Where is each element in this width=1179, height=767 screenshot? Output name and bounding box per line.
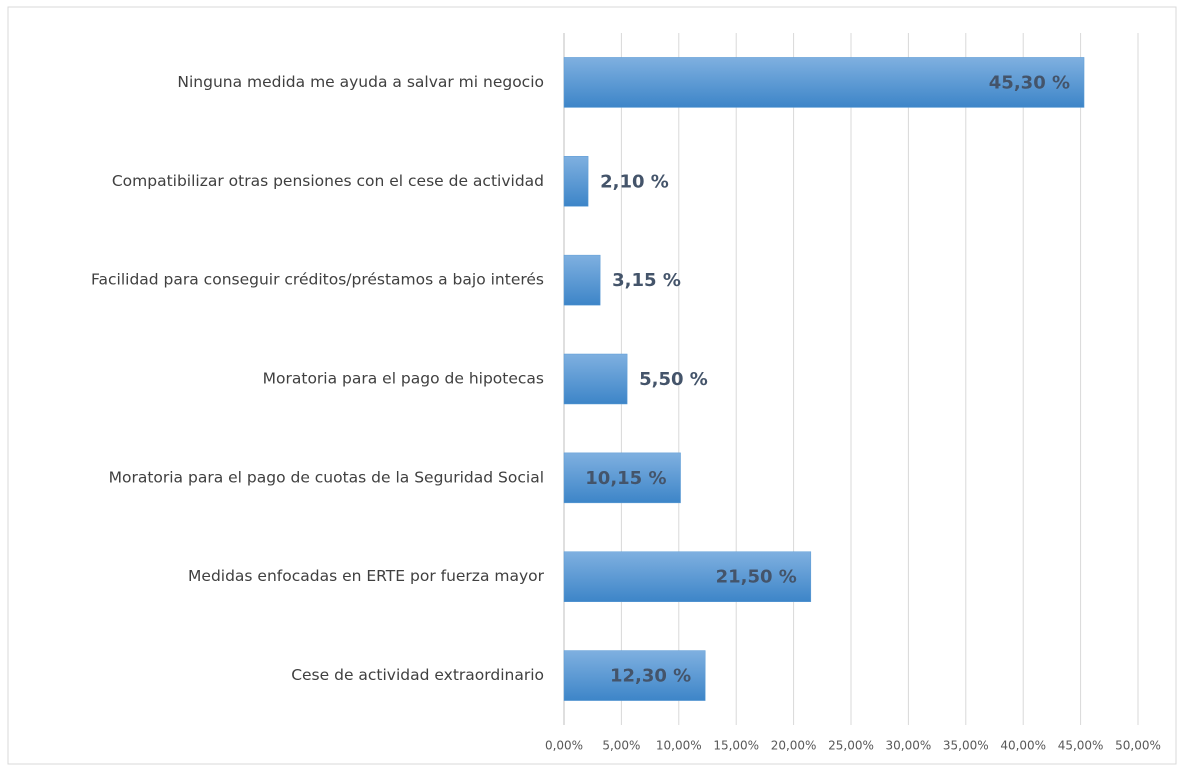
value-label: 10,15 % xyxy=(585,468,666,489)
x-tick-label: 10,00% xyxy=(656,739,702,753)
bar xyxy=(563,452,681,504)
x-tick-label: 15,00% xyxy=(713,739,759,753)
bar xyxy=(563,650,706,701)
x-tick-label: 0,00% xyxy=(545,739,583,753)
x-tick-label: 25,00% xyxy=(828,739,874,753)
y-tick-label: Moratoria para el pago de cuotas de la S… xyxy=(109,468,544,486)
value-label: 2,10 % xyxy=(600,171,669,192)
y-tick-label: Ninguna medida me ayuda a salvar mi nego… xyxy=(177,73,544,91)
value-label: 21,50 % xyxy=(716,567,797,588)
x-tick-label: 20,00% xyxy=(771,739,817,753)
y-tick-label: Facilidad para conseguir créditos/présta… xyxy=(91,271,544,289)
value-label: 45,30 % xyxy=(989,72,1070,93)
y-tick-label: Moratoria para el pago de hipotecas xyxy=(263,370,544,388)
bar xyxy=(563,57,1085,108)
bar xyxy=(563,254,601,306)
chart-frame xyxy=(7,6,1177,765)
x-tick-label: 50,00% xyxy=(1115,739,1161,753)
bar xyxy=(563,353,628,405)
value-label: 12,30 % xyxy=(610,666,691,687)
x-tick-label: 45,00% xyxy=(1058,739,1104,753)
bar xyxy=(563,551,812,602)
x-tick-label: 5,00% xyxy=(602,739,640,753)
y-tick-label: Medidas enfocadas en ERTE por fuerza may… xyxy=(188,567,545,585)
value-label: 5,50 % xyxy=(639,369,708,390)
x-tick-label: 35,00% xyxy=(943,739,989,753)
bar xyxy=(563,156,589,207)
y-tick-label: Compatibilizar otras pensiones con el ce… xyxy=(112,172,544,190)
y-tick-label: Cese de actividad extraordinario xyxy=(291,666,544,684)
x-tick-label: 40,00% xyxy=(1000,739,1046,753)
x-tick-label: 30,00% xyxy=(886,739,932,753)
value-label: 3,15 % xyxy=(612,270,681,291)
